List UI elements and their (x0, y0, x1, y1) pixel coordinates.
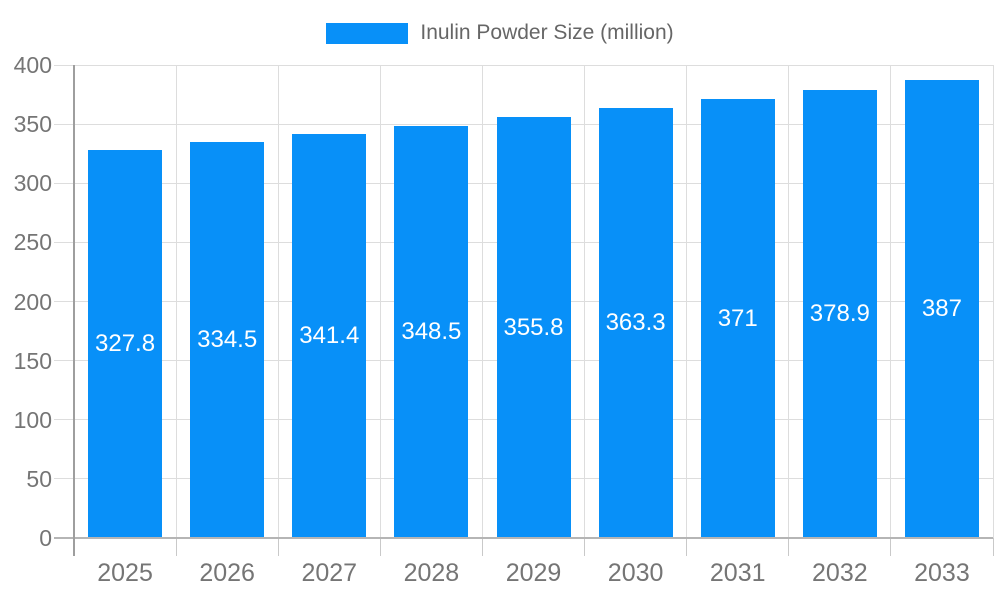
gridline-x-8 (890, 65, 892, 538)
bar-2033 (904, 80, 979, 538)
bar-value-label-2033: 387 (921, 295, 962, 323)
y-tick-label-400: 400 (13, 52, 52, 78)
x-axis-tick-3 (379, 538, 381, 556)
bar-value-label-2031: 371 (717, 304, 758, 332)
bar-value-label-2027: 341.4 (299, 322, 360, 350)
bar-2029 (496, 117, 571, 538)
gridline-x-2 (277, 65, 279, 538)
x-axis-tick-8 (890, 538, 892, 556)
x-tick-label-2030: 2030 (607, 559, 664, 587)
bar-value-label-2026: 334.5 (197, 326, 258, 354)
y-tick-label-150: 150 (13, 347, 52, 374)
bar-2032 (802, 89, 877, 538)
x-tick-label-2027: 2027 (301, 559, 358, 587)
x-axis-tick-2 (277, 538, 279, 556)
y-tick-label-250: 250 (13, 229, 52, 256)
x-axis-tick-1 (175, 538, 177, 556)
y-tick-label-350: 350 (13, 111, 52, 138)
legend-label[interactable]: Inulin Powder Size (million) (420, 21, 674, 44)
y-tick-label-300: 300 (13, 170, 52, 197)
bar-2027 (292, 134, 367, 538)
gridline-x-5 (584, 65, 586, 538)
gridline-x-6 (686, 65, 688, 538)
gridline-x-4 (481, 65, 483, 538)
legend-swatch[interactable] (326, 22, 409, 44)
x-tick-label-2029: 2029 (505, 559, 562, 587)
bar-2030 (598, 108, 673, 538)
y-axis-line (73, 65, 75, 556)
legend[interactable]: Inulin Powder Size (million) (0, 20, 1000, 46)
bar-value-label-2028: 348.5 (401, 317, 462, 345)
gridline-x-1 (175, 65, 177, 538)
y-tick-label-100: 100 (13, 406, 52, 433)
bar-2025 (88, 150, 163, 538)
y-tick-label-200: 200 (13, 288, 52, 315)
x-tick-label-2025: 2025 (97, 559, 153, 587)
bar-2028 (394, 125, 469, 538)
x-axis-tick-5 (584, 538, 586, 556)
x-axis-tick-9 (992, 538, 994, 556)
x-tick-label-2028: 2028 (403, 559, 460, 587)
bar-value-label-2025: 327.8 (95, 330, 156, 358)
bar-value-label-2030: 363.3 (605, 309, 666, 337)
x-tick-label-2031: 2031 (709, 559, 766, 587)
gridline-x-3 (379, 65, 381, 538)
y-tick-label-50: 50 (26, 465, 52, 492)
bar-2031 (700, 99, 775, 538)
x-axis-tick-7 (788, 538, 790, 556)
x-tick-label-2033: 2033 (914, 559, 970, 587)
gridline-x-7 (788, 65, 790, 538)
bar-value-label-2029: 355.8 (503, 313, 564, 341)
bar-value-label-2032: 378.9 (809, 299, 870, 327)
x-tick-label-2032: 2032 (812, 559, 868, 587)
x-axis-tick-4 (481, 538, 483, 556)
gridline-x-9 (992, 65, 994, 538)
x-axis-baseline (54, 537, 993, 539)
gridline-y-400 (54, 64, 993, 66)
y-tick-label-0: 0 (39, 525, 52, 551)
bar-2026 (190, 142, 265, 538)
x-axis-tick-6 (686, 538, 688, 556)
x-tick-label-2026: 2026 (199, 559, 255, 587)
